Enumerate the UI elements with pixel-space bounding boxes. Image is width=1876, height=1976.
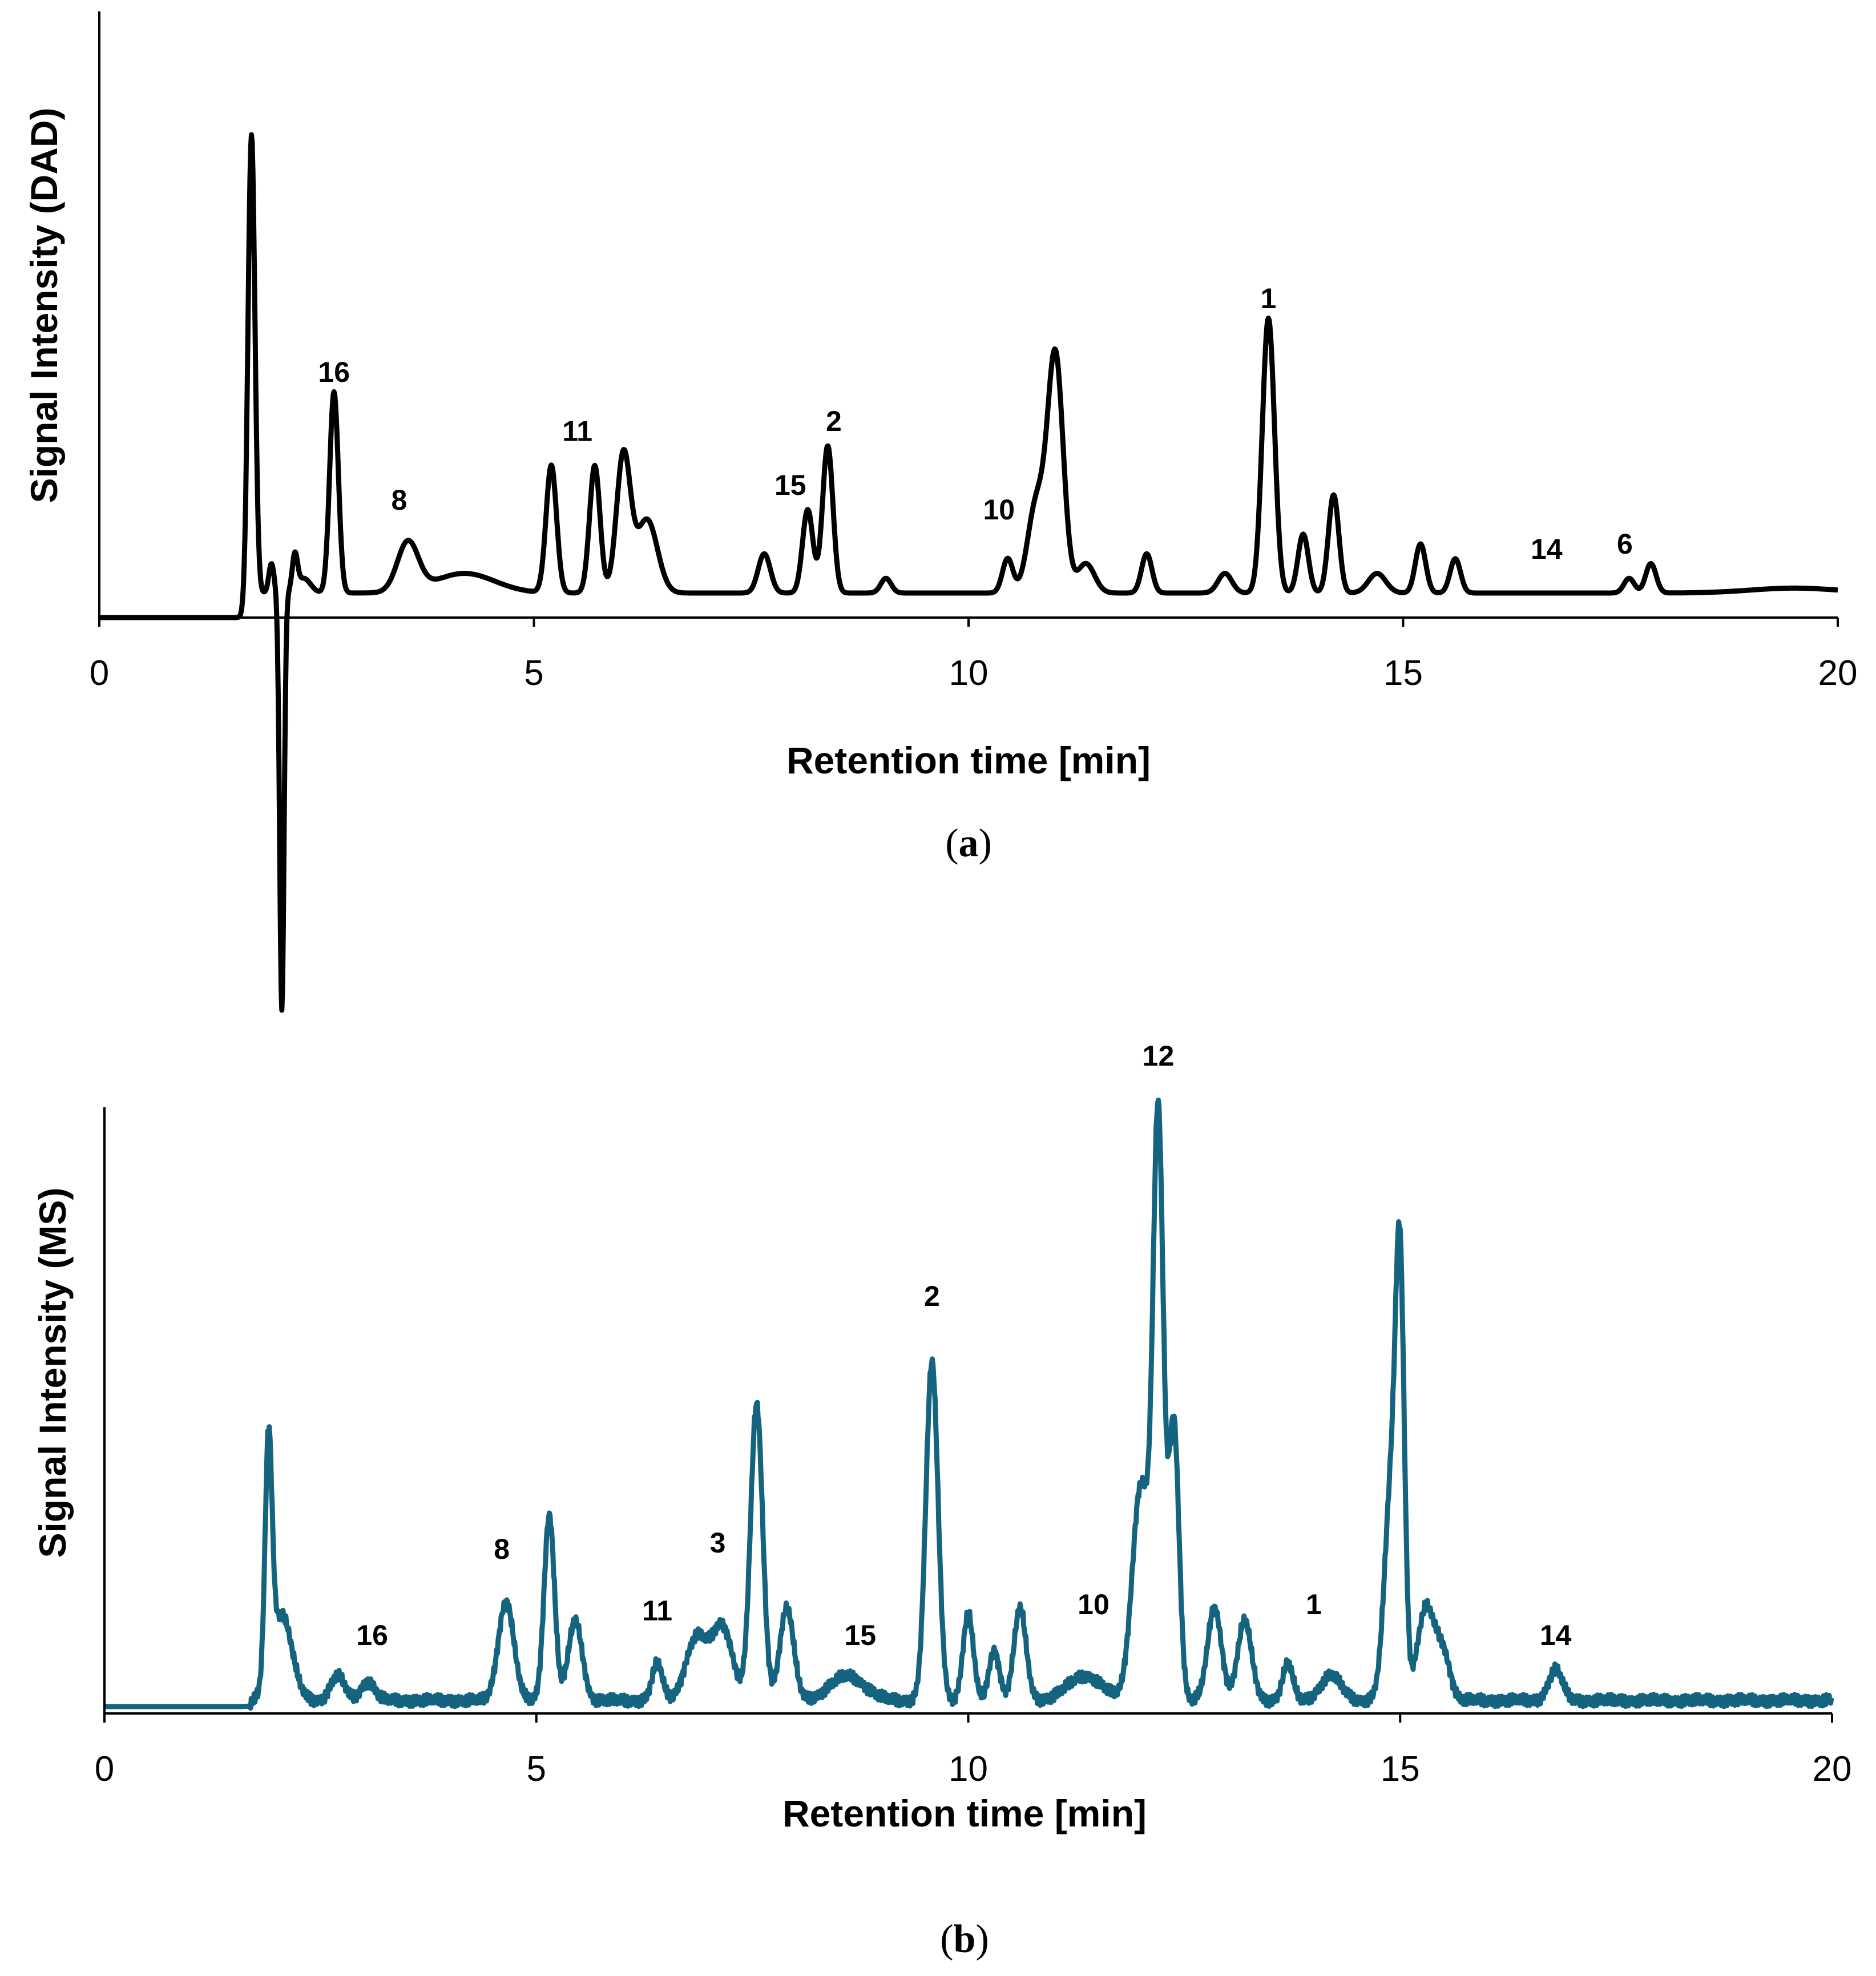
caption-b: (b) <box>940 1917 989 1961</box>
peak-labels-b: 16 8 11 3 15 2 10 1 12 14 <box>356 1040 1571 1651</box>
caption-b-close: ) <box>975 1917 989 1961</box>
peak-label: 1 <box>1306 1588 1322 1620</box>
peak-label: 11 <box>562 415 592 447</box>
x-tick-label: 5 <box>524 654 543 693</box>
peak-label: 11 <box>642 1595 672 1627</box>
peak-labels-a: 16 8 11 15 2 10 1 14 6 <box>318 283 1632 565</box>
peak-label: 6 <box>1617 528 1633 560</box>
panel-b: 0 5 10 15 20 16 8 11 3 15 2 10 1 12 14 Retention time… <box>31 1040 1851 1961</box>
peak-label: 2 <box>924 1280 940 1312</box>
x-ticks-b: 0 5 10 15 20 <box>95 1713 1852 1789</box>
peak-label: 10 <box>1078 1588 1110 1620</box>
peak-label: 2 <box>826 405 842 437</box>
dad-trace <box>97 132 1840 1013</box>
peak-label: 8 <box>494 1533 510 1565</box>
x-tick-label: 10 <box>949 654 989 693</box>
peak-label: 16 <box>318 356 350 388</box>
caption-a-open: ( <box>945 821 958 865</box>
x-tick-label: 0 <box>95 1749 114 1789</box>
peak-label: 14 <box>1531 533 1563 565</box>
y-axis-title-a: Signal Intensity (DAD) <box>23 107 65 503</box>
x-axis-title-b: Retention time [min] <box>782 1792 1147 1834</box>
x-tick-label: 5 <box>527 1749 546 1789</box>
ms-trace <box>102 1097 1834 1711</box>
peak-label: 12 <box>1143 1040 1175 1072</box>
caption-b-open: ( <box>940 1917 953 1961</box>
peak-label: 15 <box>845 1619 877 1651</box>
peak-label: 3 <box>710 1527 726 1559</box>
peak-label: 16 <box>356 1619 388 1651</box>
peak-label: 15 <box>774 469 806 501</box>
panel-a: 0 5 10 15 20 16 8 11 15 2 10 1 14 6 Retention time [… <box>23 11 1858 1013</box>
x-tick-label: 10 <box>949 1749 988 1789</box>
caption-a: (a) <box>945 821 992 865</box>
x-tick-label: 15 <box>1381 1749 1420 1789</box>
peak-label: 14 <box>1540 1619 1572 1651</box>
caption-a-close: ) <box>979 821 992 865</box>
x-tick-label: 20 <box>1818 654 1858 693</box>
peak-label: 8 <box>392 484 408 516</box>
x-tick-label: 0 <box>90 654 109 693</box>
caption-b-letter: b <box>954 1917 976 1961</box>
x-axis-title-a: Retention time [min] <box>786 739 1151 781</box>
x-tick-label: 20 <box>1813 1749 1852 1789</box>
y-axis-title-b: Signal Intensity (MS) <box>31 1187 74 1558</box>
x-tick-label: 15 <box>1383 654 1423 693</box>
caption-a-letter: a <box>959 821 979 865</box>
peak-label: 1 <box>1261 283 1277 314</box>
x-ticks-a: 0 5 10 15 20 <box>90 618 1858 693</box>
peak-label: 10 <box>983 494 1015 526</box>
